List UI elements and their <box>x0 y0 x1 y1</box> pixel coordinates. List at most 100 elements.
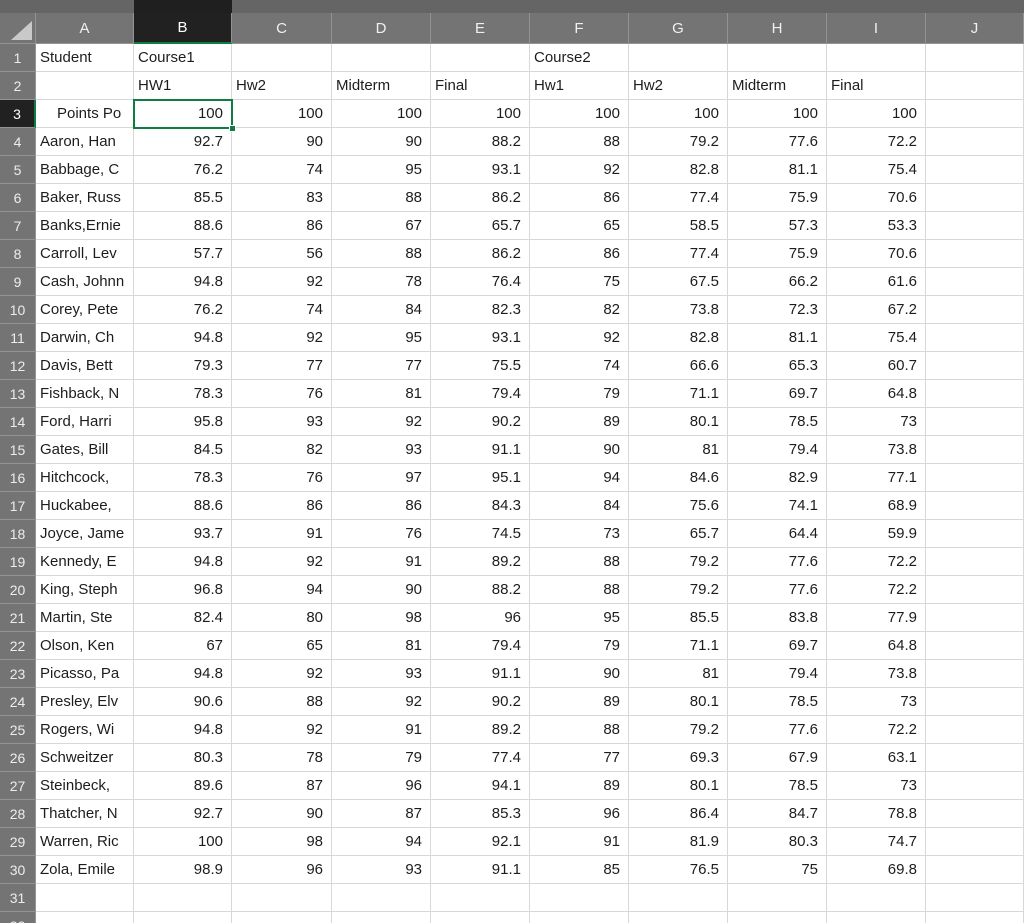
cell-F4[interactable]: 88 <box>530 128 629 156</box>
cell-E30[interactable]: 91.1 <box>431 856 530 884</box>
cell-C2[interactable]: Hw2 <box>232 72 332 100</box>
cell-E23[interactable]: 91.1 <box>431 660 530 688</box>
cell-A28[interactable]: Thatcher, N <box>36 800 134 828</box>
cell-D29[interactable]: 94 <box>332 828 431 856</box>
cell-C17[interactable]: 86 <box>232 492 332 520</box>
cell-E5[interactable]: 93.1 <box>431 156 530 184</box>
cell-A14[interactable]: Ford, Harri <box>36 408 134 436</box>
column-header-H[interactable]: H <box>728 13 827 44</box>
cell-H11[interactable]: 81.1 <box>728 324 827 352</box>
cell-G13[interactable]: 71.1 <box>629 380 728 408</box>
cell-C7[interactable]: 86 <box>232 212 332 240</box>
cell-H2[interactable]: Midterm <box>728 72 827 100</box>
cell-C20[interactable]: 94 <box>232 576 332 604</box>
column-header-I[interactable]: I <box>827 13 926 44</box>
cell-C19[interactable]: 92 <box>232 548 332 576</box>
cell-F1[interactable]: Course2 <box>530 44 629 72</box>
cell-H15[interactable]: 79.4 <box>728 436 827 464</box>
cell-I22[interactable]: 64.8 <box>827 632 926 660</box>
cell-F19[interactable]: 88 <box>530 548 629 576</box>
cell-F17[interactable]: 84 <box>530 492 629 520</box>
cell-C11[interactable]: 92 <box>232 324 332 352</box>
cell-H25[interactable]: 77.6 <box>728 716 827 744</box>
cell-J24[interactable] <box>926 688 1024 716</box>
cell-D32[interactable] <box>332 912 431 923</box>
cell-D9[interactable]: 78 <box>332 268 431 296</box>
cell-G27[interactable]: 80.1 <box>629 772 728 800</box>
cell-E8[interactable]: 86.2 <box>431 240 530 268</box>
cell-G12[interactable]: 66.6 <box>629 352 728 380</box>
cell-G23[interactable]: 81 <box>629 660 728 688</box>
row-header-23[interactable]: 23 <box>0 660 36 688</box>
cell-H14[interactable]: 78.5 <box>728 408 827 436</box>
cell-A25[interactable]: Rogers, Wi <box>36 716 134 744</box>
cell-H20[interactable]: 77.6 <box>728 576 827 604</box>
cell-A13[interactable]: Fishback, N <box>36 380 134 408</box>
cell-D16[interactable]: 97 <box>332 464 431 492</box>
cell-B15[interactable]: 84.5 <box>134 436 232 464</box>
cell-F31[interactable] <box>530 884 629 912</box>
cell-C29[interactable]: 98 <box>232 828 332 856</box>
cell-G9[interactable]: 67.5 <box>629 268 728 296</box>
cell-J29[interactable] <box>926 828 1024 856</box>
cell-G8[interactable]: 77.4 <box>629 240 728 268</box>
fill-handle[interactable] <box>229 125 236 132</box>
cell-B11[interactable]: 94.8 <box>134 324 232 352</box>
cell-D3[interactable]: 100 <box>332 100 431 128</box>
cell-D11[interactable]: 95 <box>332 324 431 352</box>
cell-I14[interactable]: 73 <box>827 408 926 436</box>
cell-E11[interactable]: 93.1 <box>431 324 530 352</box>
cell-J13[interactable] <box>926 380 1024 408</box>
cell-E6[interactable]: 86.2 <box>431 184 530 212</box>
cell-C21[interactable]: 80 <box>232 604 332 632</box>
cell-J20[interactable] <box>926 576 1024 604</box>
cell-D10[interactable]: 84 <box>332 296 431 324</box>
cell-C22[interactable]: 65 <box>232 632 332 660</box>
cell-A31[interactable] <box>36 884 134 912</box>
cell-D28[interactable]: 87 <box>332 800 431 828</box>
cell-C10[interactable]: 74 <box>232 296 332 324</box>
cell-D23[interactable]: 93 <box>332 660 431 688</box>
row-header-3[interactable]: 3 <box>0 100 36 128</box>
cell-E4[interactable]: 88.2 <box>431 128 530 156</box>
cell-F26[interactable]: 77 <box>530 744 629 772</box>
cell-I5[interactable]: 75.4 <box>827 156 926 184</box>
cell-A24[interactable]: Presley, Elv <box>36 688 134 716</box>
cell-B8[interactable]: 57.7 <box>134 240 232 268</box>
cell-I11[interactable]: 75.4 <box>827 324 926 352</box>
cell-G19[interactable]: 79.2 <box>629 548 728 576</box>
cell-J28[interactable] <box>926 800 1024 828</box>
cell-I4[interactable]: 72.2 <box>827 128 926 156</box>
cell-G21[interactable]: 85.5 <box>629 604 728 632</box>
cell-H22[interactable]: 69.7 <box>728 632 827 660</box>
row-header-29[interactable]: 29 <box>0 828 36 856</box>
cell-C15[interactable]: 82 <box>232 436 332 464</box>
cell-E1[interactable] <box>431 44 530 72</box>
row-header-12[interactable]: 12 <box>0 352 36 380</box>
row-header-26[interactable]: 26 <box>0 744 36 772</box>
cell-I27[interactable]: 73 <box>827 772 926 800</box>
cell-H27[interactable]: 78.5 <box>728 772 827 800</box>
cell-D8[interactable]: 88 <box>332 240 431 268</box>
cell-E2[interactable]: Final <box>431 72 530 100</box>
cell-D18[interactable]: 76 <box>332 520 431 548</box>
cell-J3[interactable] <box>926 100 1024 128</box>
cell-I6[interactable]: 70.6 <box>827 184 926 212</box>
cell-A4[interactable]: Aaron, Han <box>36 128 134 156</box>
cell-G3[interactable]: 100 <box>629 100 728 128</box>
cell-B23[interactable]: 94.8 <box>134 660 232 688</box>
cell-E7[interactable]: 65.7 <box>431 212 530 240</box>
cell-A26[interactable]: Schweitzer <box>36 744 134 772</box>
cell-B16[interactable]: 78.3 <box>134 464 232 492</box>
cell-D6[interactable]: 88 <box>332 184 431 212</box>
cell-E12[interactable]: 75.5 <box>431 352 530 380</box>
cell-D7[interactable]: 67 <box>332 212 431 240</box>
cell-J8[interactable] <box>926 240 1024 268</box>
cell-A19[interactable]: Kennedy, E <box>36 548 134 576</box>
row-header-22[interactable]: 22 <box>0 632 36 660</box>
cell-E13[interactable]: 79.4 <box>431 380 530 408</box>
row-header-31[interactable]: 31 <box>0 884 36 912</box>
cell-F14[interactable]: 89 <box>530 408 629 436</box>
cell-H8[interactable]: 75.9 <box>728 240 827 268</box>
cell-G25[interactable]: 79.2 <box>629 716 728 744</box>
